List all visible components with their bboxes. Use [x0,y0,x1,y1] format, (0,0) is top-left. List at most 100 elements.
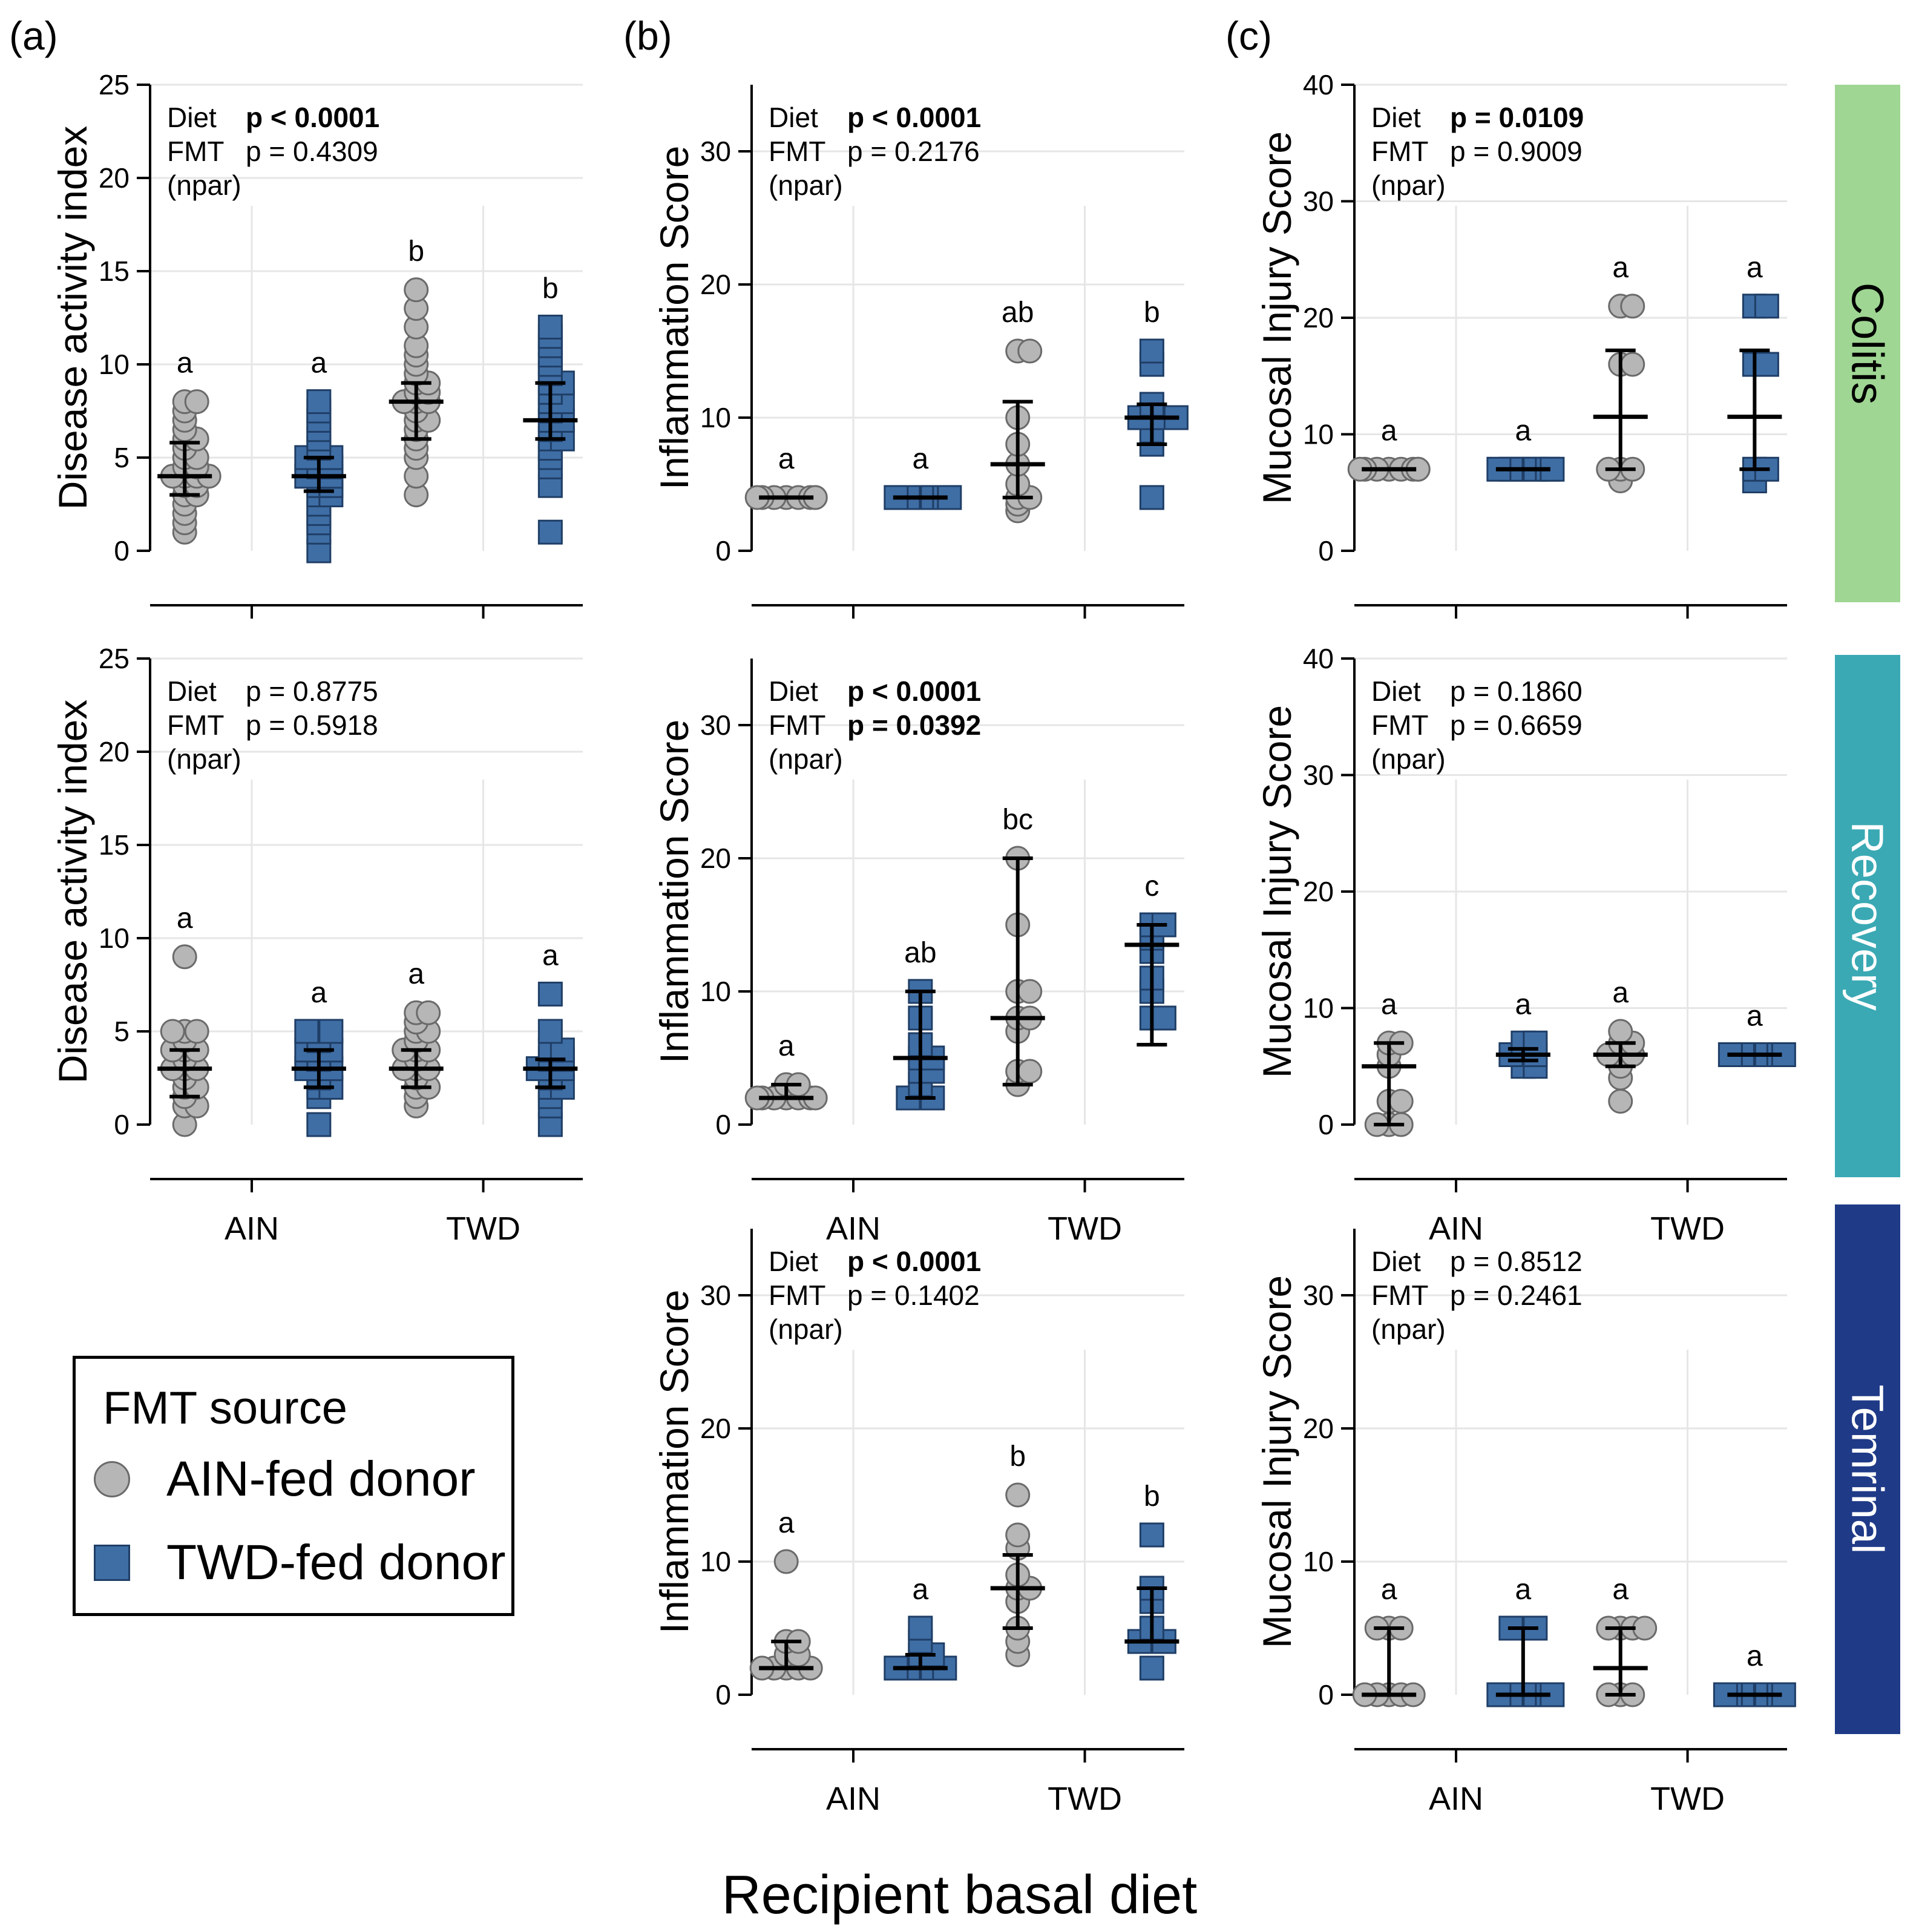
significance-letter: a [1747,1640,1763,1672]
data-point [1139,338,1164,364]
data-group: a [1486,1574,1565,1707]
y-tick-label: 30 [700,709,731,741]
significance-letter: a [778,1507,795,1539]
stats-line: Diet p = 0.0109 [1371,102,1584,133]
stats-pvalue: p = 0.8512 [1450,1246,1583,1277]
y-tick-label: 25 [99,643,130,674]
data-point [1139,485,1164,510]
significance-letter: a [1747,252,1763,284]
stats-line: FMT p = 0.0392 [769,709,981,741]
data-point [1017,338,1043,364]
data-group: a [749,1507,823,1681]
y-tick-label: 30 [700,136,731,167]
legend-label-twd: TWD-fed donor [166,1535,506,1590]
data-group: a [1593,252,1648,493]
y-tick-label: 0 [114,1109,130,1140]
significance-letter: a [310,977,327,1009]
stats-pvalue: p < 0.0001 [246,102,379,133]
data-group: a [1362,988,1417,1137]
y-tick-label: 0 [1318,1109,1334,1140]
y-tick-label: 0 [1318,1679,1334,1710]
data-point [1620,294,1645,319]
stats-line: Diet p = 0.8775 [167,675,378,707]
stats-pvalue: p < 0.0001 [847,1246,981,1277]
data-point [1017,979,1043,1004]
stage-bar-fill [1835,85,1900,602]
data-group: a [1593,1574,1658,1707]
x-tick-label: TWD [1048,1781,1122,1817]
data-point [1754,294,1779,319]
stats-pvalue: p = 0.5918 [246,709,378,741]
y-tick-label: 25 [99,69,130,100]
data-point [1005,1522,1031,1548]
significance-letter: a [310,347,327,380]
stats-line: (npar) [167,743,241,775]
data-group: a [1727,252,1782,493]
stage-bar-fill [1835,1204,1900,1734]
significance-letter: b [1144,297,1160,329]
y-tick-label: 0 [1318,535,1334,567]
y-axis-label: Disease activity index [50,126,95,510]
stats-label: FMT [1371,709,1429,741]
panel-label-b: (b) [623,13,672,58]
stats-line: Diet p < 0.0001 [769,675,981,707]
stats-line: (npar) [1371,743,1446,775]
data-group: a [291,977,346,1137]
stats-line: Diet p < 0.0001 [769,102,981,133]
data-point [1754,352,1779,377]
x-tick-label: AIN [826,1211,881,1247]
data-group: ab [990,297,1045,524]
stage-bar-fill [1835,655,1900,1177]
stats-label: FMT [769,136,826,167]
significance-letter: ab [904,937,936,969]
stats-line: Diet p < 0.0001 [769,1246,981,1277]
y-tick-label: 0 [715,1109,731,1140]
data-group: a [744,443,828,510]
stats-line: (npar) [769,1313,843,1345]
data-group: a [884,443,962,510]
data-point [172,944,197,970]
y-tick-label: 10 [1303,993,1334,1024]
data-point [306,389,332,415]
stats-label: Diet [1371,102,1421,133]
data-point [306,1112,332,1137]
significance-letter: a [177,902,193,935]
significance-letter: b [1144,1480,1160,1513]
stats-line: Diet p < 0.0001 [167,102,379,133]
significance-letter: ab [1002,297,1034,329]
stats-line: FMT p = 0.2176 [769,136,980,167]
stats-label: (npar) [167,169,241,201]
stats-label: Diet [1371,675,1421,707]
square-marker-icon [94,1545,130,1581]
significance-letter: a [1747,1000,1763,1033]
data-point [1151,1005,1176,1031]
legend: FMT source AIN-fed donor TWD-fed donor [73,1356,514,1616]
data-point [184,1019,209,1044]
stage-bar-temrinal: Temrinal [1835,1204,1900,1734]
significance-letter: b [408,235,424,268]
significance-letter: bc [1002,804,1033,836]
significance-letter: a [778,443,795,475]
stats-line: FMT p = 0.6659 [1371,709,1583,741]
significance-letter: a [1612,252,1629,284]
stats-pvalue: p = 0.1402 [847,1280,980,1311]
data-point [1139,1522,1164,1548]
stats-line: (npar) [1371,169,1446,201]
significance-letter: c [1144,870,1159,902]
data-point [404,277,429,303]
stats-label: (npar) [1371,169,1446,201]
data-point [1017,1059,1043,1084]
data-point [908,1615,933,1641]
y-tick-label: 0 [715,1679,731,1710]
y-tick-label: 20 [1303,1413,1334,1444]
significance-letter: a [1381,988,1397,1020]
y-axis-label: Inflammation Score [652,146,697,490]
stats-pvalue: p = 0.0109 [1450,102,1584,133]
stats-line: Diet p = 0.8512 [1371,1246,1583,1277]
stats-label: (npar) [167,743,241,775]
y-tick-label: 0 [114,535,130,567]
data-point [1620,352,1645,377]
y-tick-label: 20 [700,1413,731,1444]
